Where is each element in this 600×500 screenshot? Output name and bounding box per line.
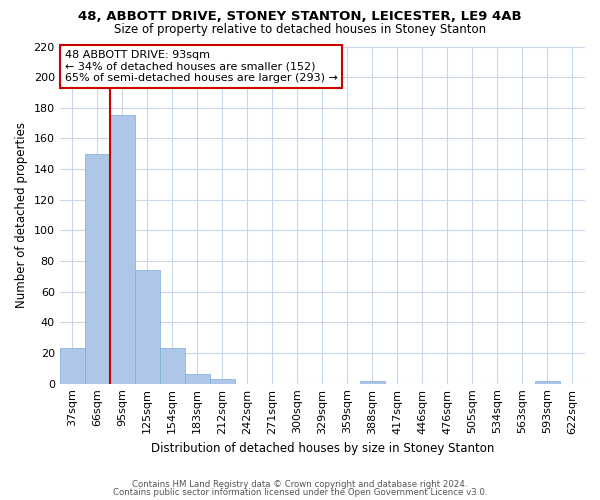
Bar xyxy=(110,116,135,384)
Text: Contains public sector information licensed under the Open Government Licence v3: Contains public sector information licen… xyxy=(113,488,487,497)
Bar xyxy=(535,380,560,384)
Bar xyxy=(360,380,385,384)
Bar xyxy=(135,270,160,384)
Text: Contains HM Land Registry data © Crown copyright and database right 2024.: Contains HM Land Registry data © Crown c… xyxy=(132,480,468,489)
Bar xyxy=(185,374,210,384)
X-axis label: Distribution of detached houses by size in Stoney Stanton: Distribution of detached houses by size … xyxy=(151,442,494,455)
Bar xyxy=(85,154,110,384)
Bar xyxy=(210,379,235,384)
Text: Size of property relative to detached houses in Stoney Stanton: Size of property relative to detached ho… xyxy=(114,22,486,36)
Text: 48 ABBOTT DRIVE: 93sqm
← 34% of detached houses are smaller (152)
65% of semi-de: 48 ABBOTT DRIVE: 93sqm ← 34% of detached… xyxy=(65,50,338,83)
Text: 48, ABBOTT DRIVE, STONEY STANTON, LEICESTER, LE9 4AB: 48, ABBOTT DRIVE, STONEY STANTON, LEICES… xyxy=(78,10,522,23)
Y-axis label: Number of detached properties: Number of detached properties xyxy=(15,122,28,308)
Bar xyxy=(160,348,185,384)
Bar xyxy=(59,348,85,384)
